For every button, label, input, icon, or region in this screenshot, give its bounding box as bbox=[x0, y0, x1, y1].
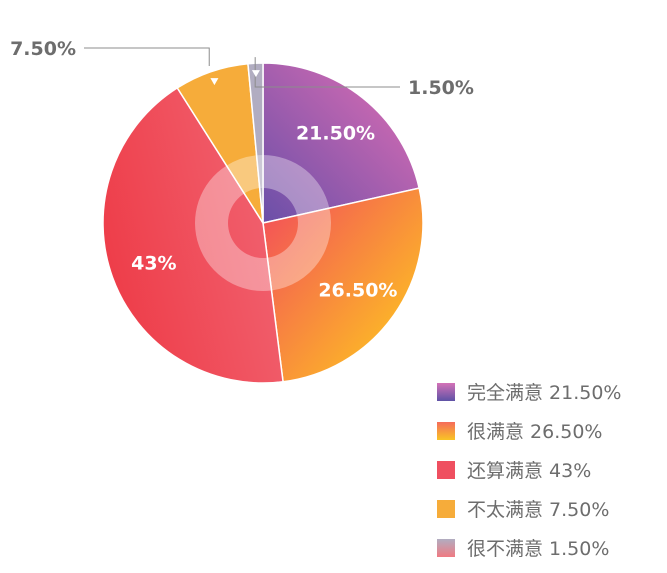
legend-label-not-very-satisfied: 不太满意 7.50% bbox=[467, 499, 610, 521]
slice-label-very-dissatisfied: 1.50% bbox=[408, 77, 474, 99]
legend-swatch-very-dissatisfied bbox=[437, 538, 455, 557]
inner-ring-very-dissatisfied bbox=[256, 155, 263, 189]
leader-line-very-dissatisfied bbox=[254, 57, 400, 88]
legend-label-satisfied: 很满意 26.50% bbox=[467, 421, 603, 443]
slice-label-satisfied: 26.50% bbox=[318, 280, 397, 302]
slice-label-very-satisfied: 21.50% bbox=[296, 122, 375, 144]
legend-label-very-dissatisfied: 很不满意 1.50% bbox=[467, 538, 610, 560]
legend-swatch-not-very-satisfied bbox=[437, 499, 455, 518]
slice-label-fairly-satisfied: 43% bbox=[131, 252, 176, 274]
legend-label-very-satisfied: 完全满意 21.50% bbox=[467, 382, 622, 404]
slice-marker-very-dissatisfied bbox=[251, 70, 260, 78]
legend-swatch-very-satisfied bbox=[437, 382, 455, 401]
legend-swatch-fairly-satisfied bbox=[437, 460, 455, 479]
legend-item-satisfied: 很满意 26.50% bbox=[437, 411, 622, 450]
legend-label-fairly-satisfied: 还算满意 43% bbox=[467, 460, 592, 482]
slice-label-not-very-satisfied: 7.50% bbox=[10, 38, 76, 60]
inner-ring-very-satisfied bbox=[263, 155, 330, 216]
chart-legend: 完全满意 21.50% 很满意 26.50% 还算满意 43% 不太满意 7.50% 很… bbox=[437, 372, 622, 567]
slice-marker-not-very-satisfied bbox=[210, 78, 219, 86]
legend-item-not-very-satisfied: 不太满意 7.50% bbox=[437, 489, 622, 528]
leader-line-not-very-satisfied bbox=[84, 47, 210, 66]
inner-ring-not-very-satisfied bbox=[226, 155, 260, 194]
slice-very-satisfied bbox=[262, 62, 421, 224]
legend-swatch-satisfied bbox=[437, 421, 455, 440]
slice-fairly-satisfied bbox=[102, 86, 284, 384]
inner-ring-satisfied bbox=[267, 208, 331, 291]
legend-item-fairly-satisfied: 还算满意 43% bbox=[437, 450, 622, 489]
legend-item-very-satisfied: 完全满意 21.50% bbox=[437, 372, 622, 411]
slice-satisfied bbox=[262, 187, 424, 383]
inner-ring-fairly-satisfied bbox=[194, 165, 272, 292]
legend-item-very-dissatisfied: 很不满意 1.50% bbox=[437, 528, 622, 567]
